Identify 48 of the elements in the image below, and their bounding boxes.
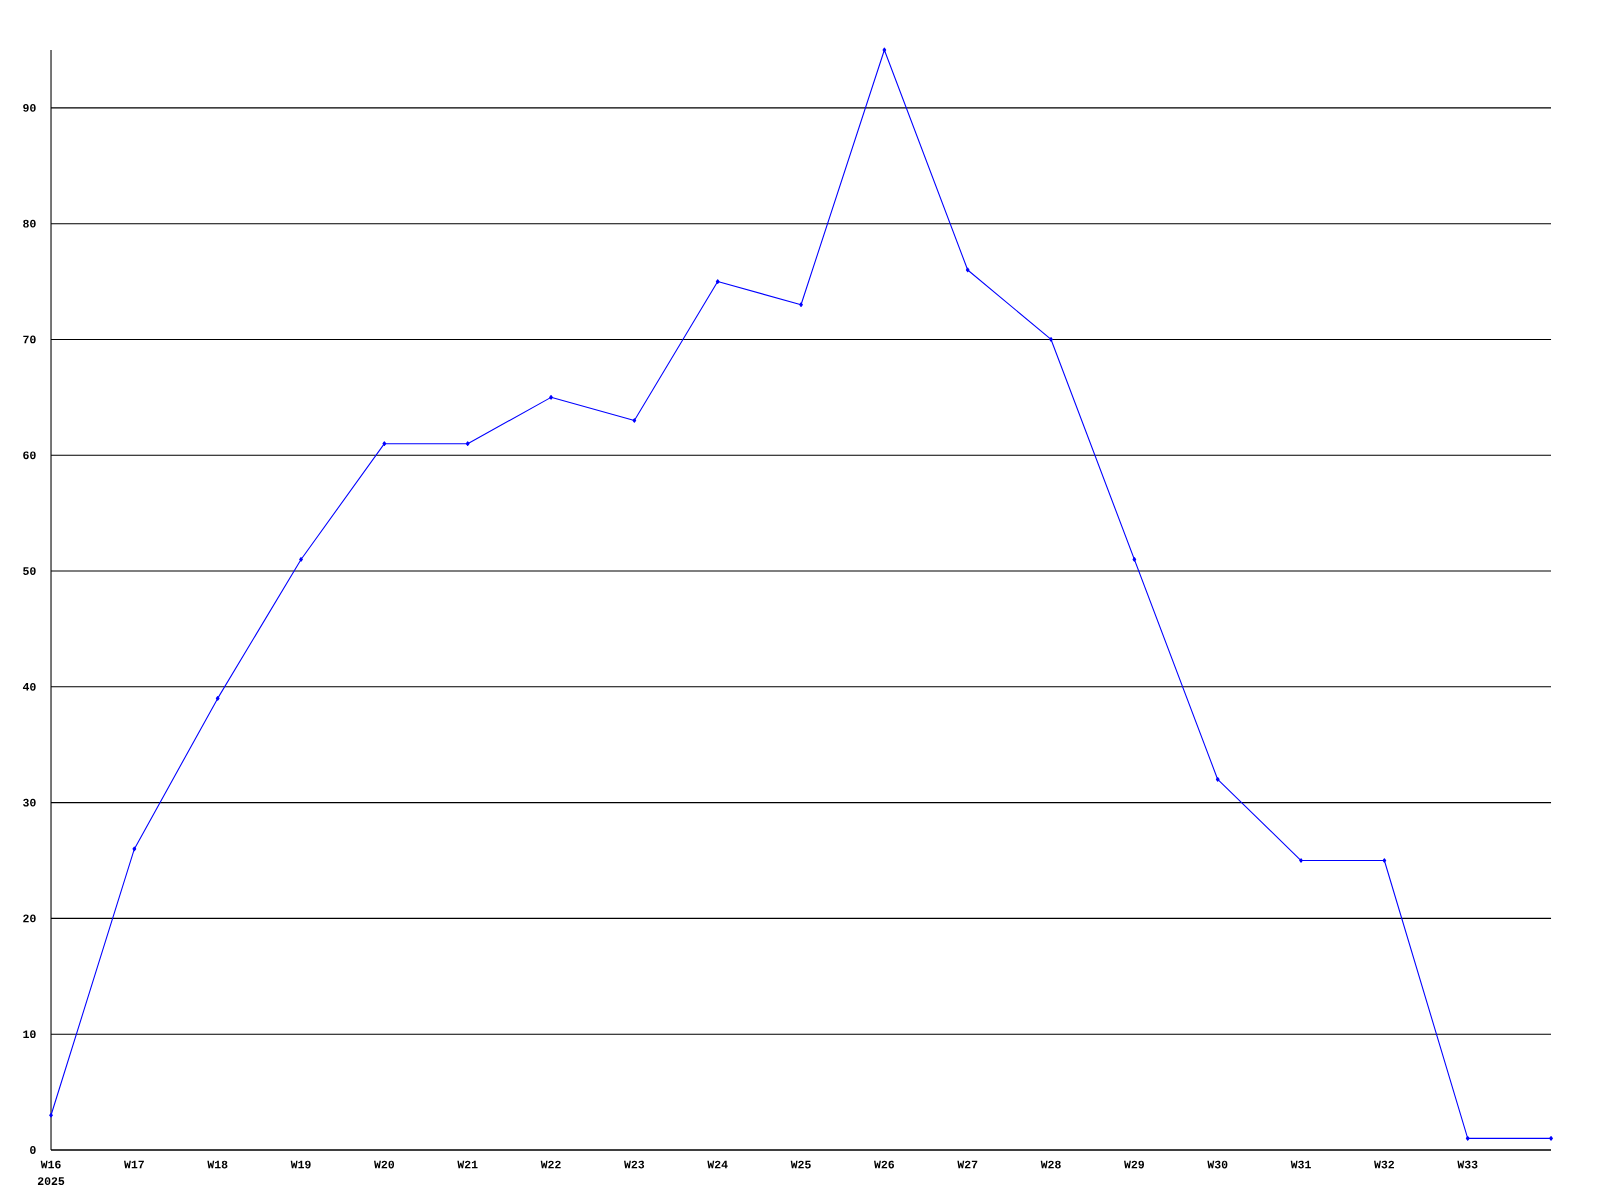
x-tick-label: W28	[1040, 1160, 1061, 1169]
y-tick-label: 10	[23, 1030, 36, 1039]
point	[1382, 858, 1387, 863]
point	[1049, 337, 1053, 342]
x-tick-label: W22	[540, 1160, 561, 1169]
text: 2025	[37, 1177, 65, 1186]
point	[632, 418, 637, 423]
y-tick-label: 30	[23, 798, 36, 807]
x-tick-label: W16	[40, 1160, 61, 1169]
point	[49, 1112, 53, 1118]
y-tick-label: 90	[23, 104, 36, 112]
point	[965, 267, 970, 273]
point	[715, 279, 720, 284]
point	[549, 395, 553, 400]
point	[1299, 858, 1303, 863]
x-tick-label: W17	[124, 1160, 144, 1169]
point	[1132, 557, 1137, 562]
y-tick-label: 40	[22, 682, 36, 691]
point	[799, 302, 803, 308]
x-tick-label: W30	[1207, 1160, 1228, 1169]
x-tick-label: W24	[707, 1160, 728, 1169]
point	[215, 696, 220, 701]
point	[382, 441, 387, 446]
point	[882, 47, 887, 53]
y-tick-label: 70	[23, 335, 36, 344]
x-tick-label: W26	[874, 1160, 895, 1169]
x-tick-label: W33	[1457, 1160, 1478, 1169]
x-tick-label: W21	[457, 1160, 478, 1169]
x-tick-label: W32	[1374, 1160, 1394, 1169]
y-tick-label: 50	[23, 567, 36, 575]
x-tick-label: W20	[374, 1160, 395, 1169]
x-tick-label: W25	[790, 1160, 811, 1169]
x-tick-label: W29	[1124, 1160, 1144, 1169]
x-tick-label: W19	[290, 1160, 311, 1169]
y-tick-label: 60	[23, 451, 36, 460]
point	[1215, 777, 1220, 782]
x-tick-label: W27	[957, 1160, 978, 1169]
y-tick-label: 20	[23, 914, 36, 923]
x-tick-label: W18	[207, 1160, 228, 1169]
point	[299, 557, 303, 562]
point	[465, 441, 470, 446]
point	[1549, 1136, 1553, 1141]
x-tick-label: W31	[1290, 1160, 1311, 1169]
point	[132, 846, 137, 852]
y-tick-label: 0	[30, 1146, 36, 1154]
point	[1465, 1136, 1470, 1141]
x-tick-label: W23	[624, 1160, 645, 1169]
y-tick-label: 80	[23, 219, 36, 228]
